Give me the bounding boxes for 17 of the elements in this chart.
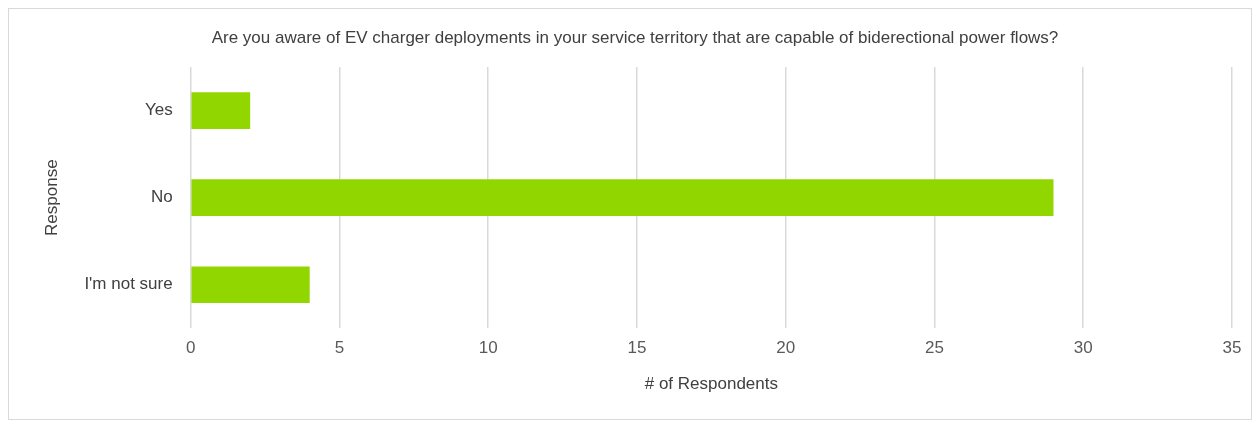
- x-tick-label: 0: [185, 338, 196, 358]
- bar: [191, 179, 1054, 216]
- x-tick-label: 15: [627, 338, 647, 358]
- y-axis-title: Response: [41, 159, 61, 236]
- x-tick-label: 20: [776, 338, 796, 358]
- y-tick-label: No: [150, 187, 173, 207]
- chart-title: Are you aware of EV charger deployments in your service territory that are capable of biderectional power flows?: [211, 27, 1059, 47]
- bar: [191, 92, 251, 129]
- x-tick-label: 5: [334, 338, 345, 358]
- x-tick-label: 25: [925, 338, 944, 358]
- x-tick-label: 35: [1222, 338, 1242, 358]
- y-tick-label: Yes: [144, 100, 173, 120]
- x-tick-label: 10: [478, 338, 498, 358]
- x-axis-title: # of Respondents: [644, 374, 778, 394]
- bar: [191, 266, 310, 303]
- x-tick-label: 30: [1073, 338, 1093, 358]
- y-tick-label: I'm not sure: [84, 274, 173, 294]
